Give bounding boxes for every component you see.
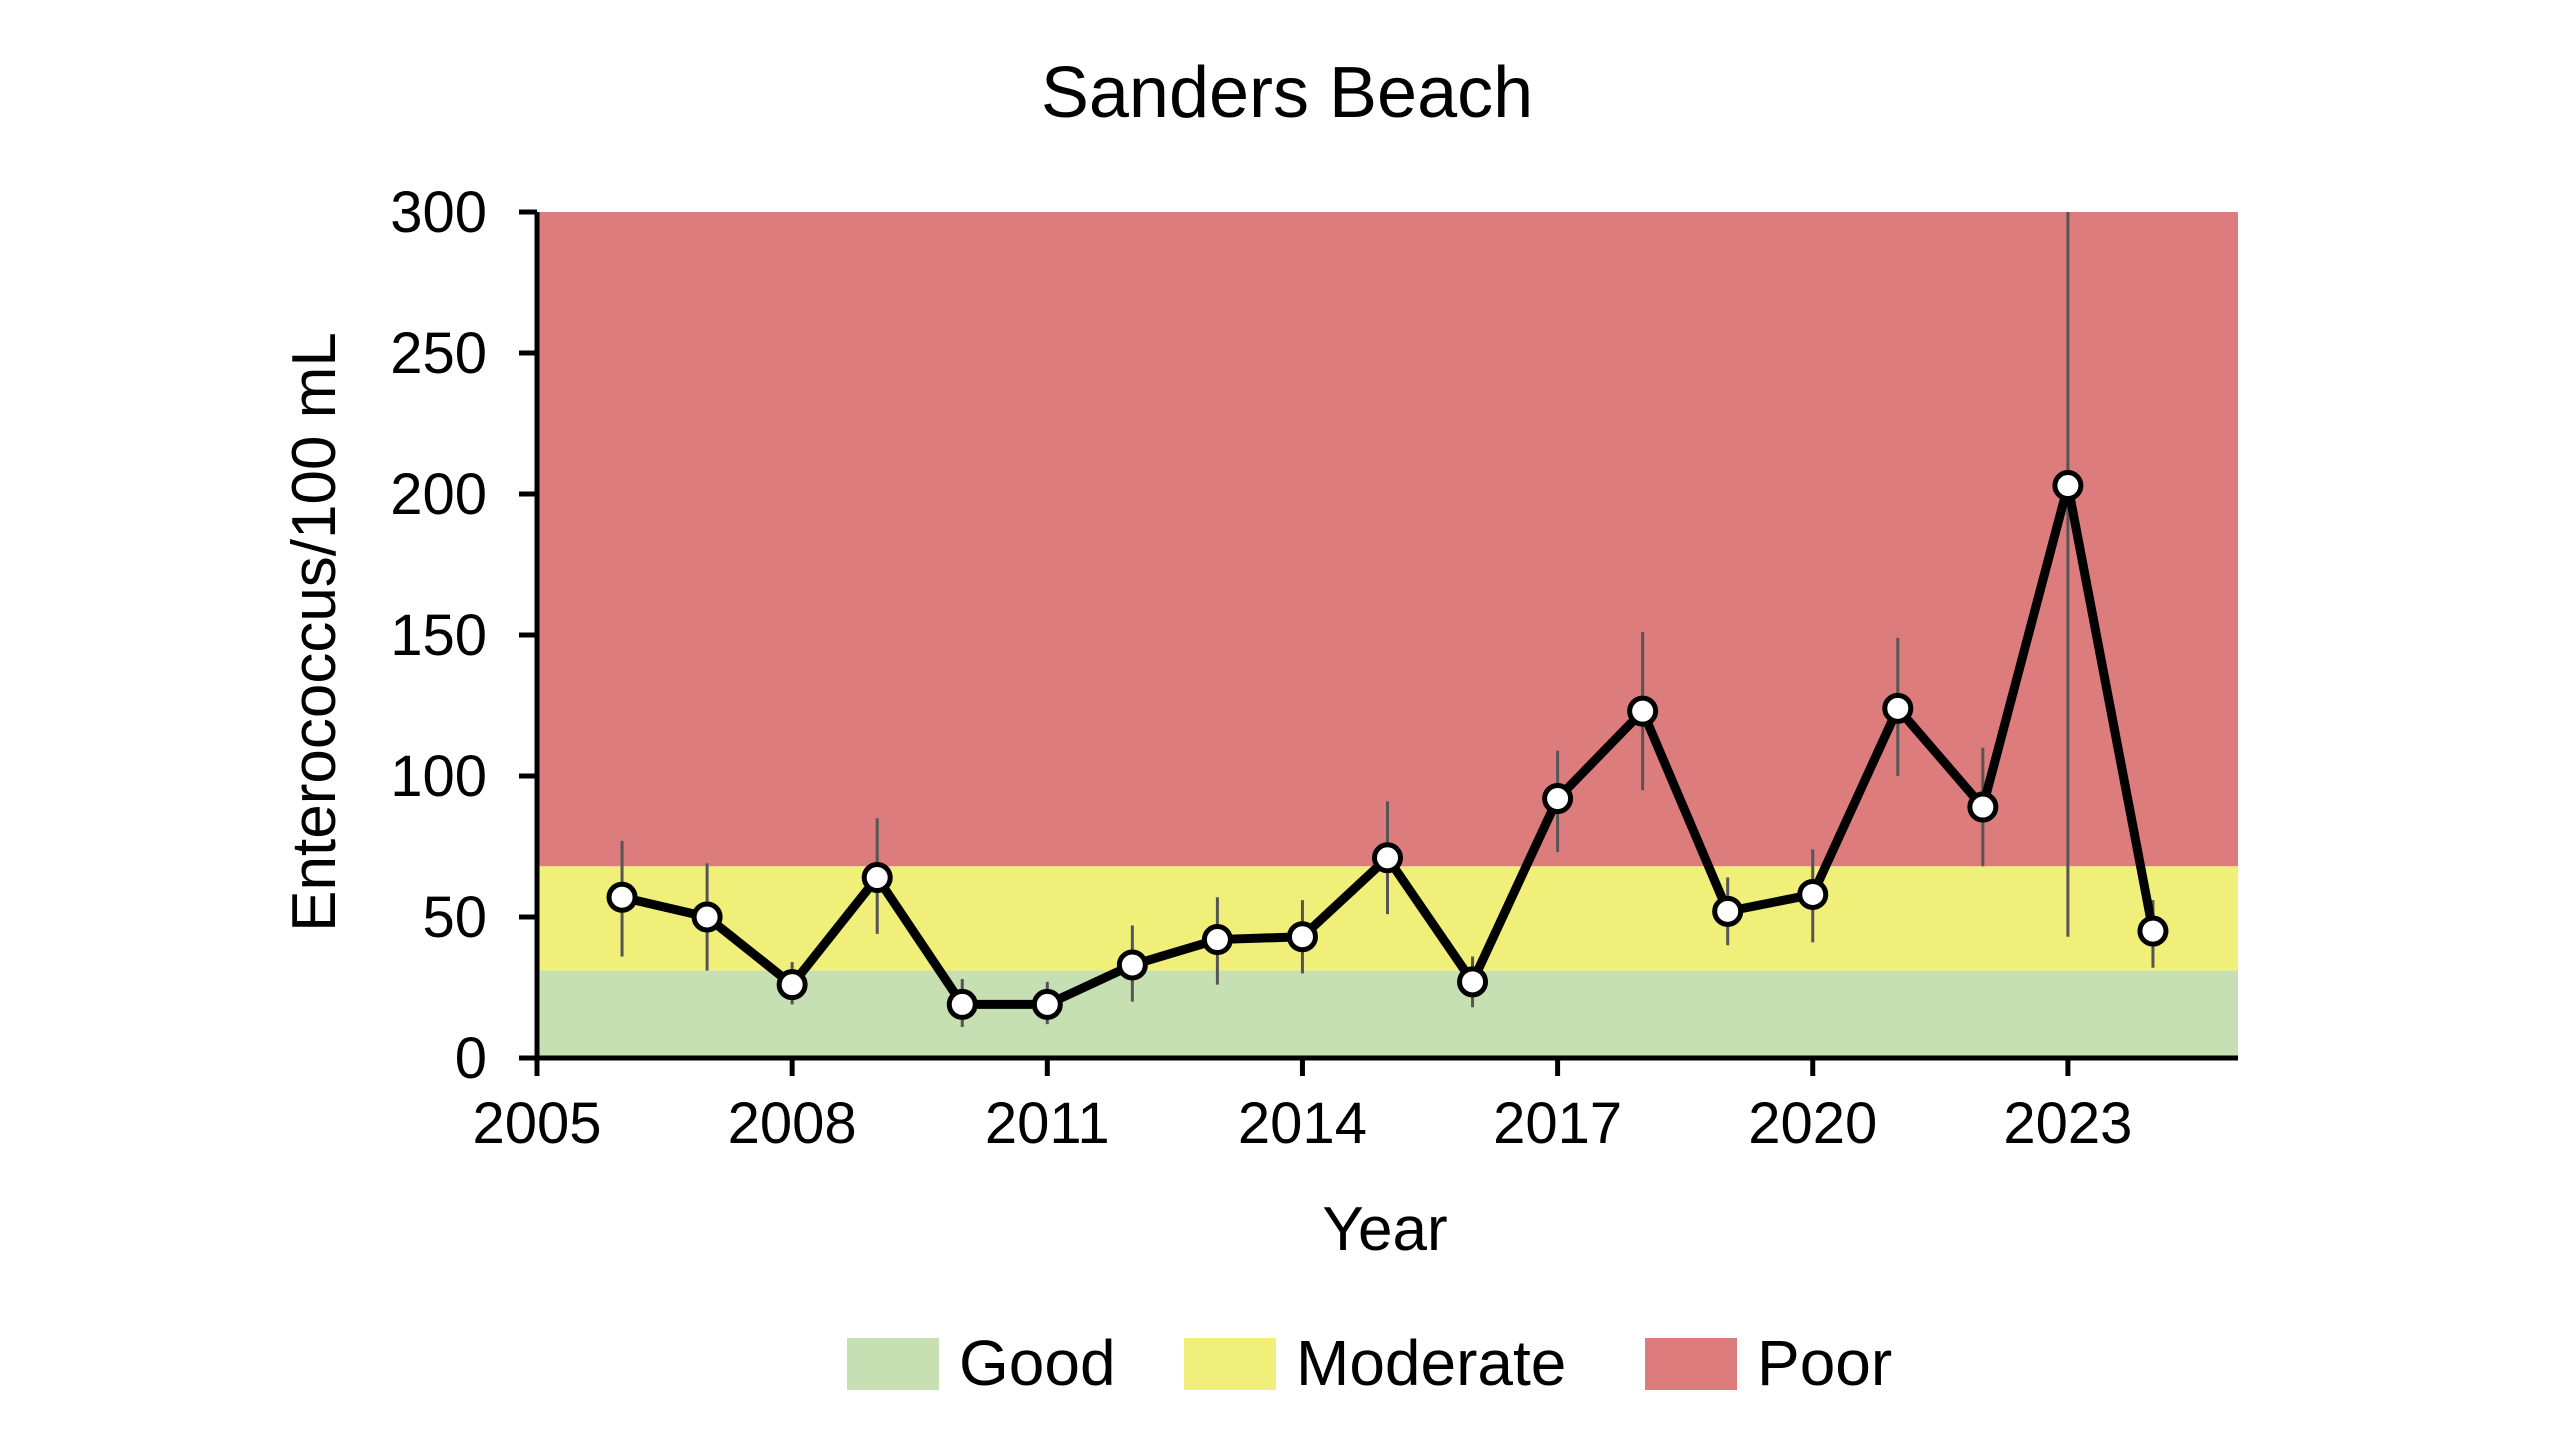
legend: Good Moderate Poor — [847, 1327, 1892, 1399]
y-axis: 0 50 100 150 200 250 300 — [390, 180, 540, 1091]
data-point — [946, 988, 978, 1020]
x-tick-label: 2023 — [2003, 1091, 2132, 1156]
data-point — [1627, 695, 1659, 727]
y-tick-label: 0 — [455, 1026, 487, 1091]
chart-title: Sanders Beach — [1041, 53, 1533, 133]
y-tick-label: 300 — [390, 180, 487, 245]
marker-layer — [606, 470, 2169, 1020]
legend-label-poor: Poor — [1757, 1327, 1892, 1399]
legend-label-good: Good — [959, 1327, 1116, 1399]
x-axis: 2005 2008 2011 2014 2017 2020 2023 — [472, 1055, 2238, 1156]
data-point — [2137, 915, 2169, 947]
band-poor — [537, 212, 2238, 867]
band-good — [537, 970, 2238, 1058]
x-tick-label: 2020 — [1748, 1091, 1877, 1156]
data-point — [606, 881, 638, 913]
data-point — [1372, 842, 1403, 874]
x-tick-label: 2017 — [1493, 1091, 1622, 1156]
x-tick-label: 2011 — [985, 1091, 1110, 1156]
y-tick-label: 250 — [390, 321, 487, 386]
x-tick-label: 2008 — [728, 1091, 857, 1156]
y-tick-label: 100 — [390, 744, 487, 809]
y-tick-label: 50 — [422, 885, 487, 950]
data-point — [861, 862, 893, 894]
data-point — [1457, 966, 1489, 998]
x-tick-label: 2005 — [472, 1091, 601, 1156]
y-tick-label: 200 — [390, 462, 487, 527]
data-point — [1201, 924, 1233, 956]
data-point — [1967, 791, 1999, 823]
data-point — [1031, 988, 1063, 1020]
legend-swatch-poor — [1645, 1338, 1737, 1390]
x-tick-label: 2014 — [1238, 1091, 1367, 1156]
data-point — [1542, 783, 1574, 815]
data-point — [1882, 692, 1914, 724]
legend-label-moderate: Moderate — [1296, 1327, 1566, 1399]
data-point — [776, 969, 808, 1001]
data-point — [2052, 470, 2084, 502]
legend-swatch-moderate — [1184, 1338, 1276, 1390]
data-point — [691, 901, 723, 933]
band-layer — [537, 212, 2238, 1058]
data-point — [1286, 921, 1318, 953]
y-axis-label: Enterococcus/100 mL — [280, 332, 349, 932]
data-point — [1797, 878, 1829, 910]
x-axis-label: Year — [1322, 1195, 1447, 1264]
y-tick-label: 150 — [390, 603, 487, 668]
legend-swatch-good — [847, 1338, 939, 1390]
data-point — [1116, 949, 1148, 981]
data-point — [1712, 895, 1744, 927]
